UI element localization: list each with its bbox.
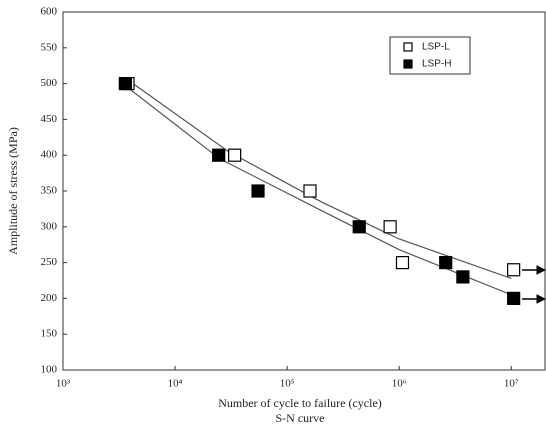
legend-marker: [403, 42, 413, 52]
caption: S-N curve: [276, 411, 325, 425]
arrow-head: [536, 294, 546, 304]
y-tick-label: 250: [41, 256, 58, 268]
y-tick-label: 300: [41, 220, 58, 232]
data-point: [439, 256, 453, 270]
x-tick-label: 10⁷: [504, 378, 519, 390]
x-tick-label: 10⁴: [168, 378, 183, 390]
y-tick-label: 150: [41, 328, 58, 340]
y-tick-label: 450: [41, 113, 58, 125]
data-point: [118, 76, 132, 91]
data-point: [456, 270, 470, 284]
trend-line: [124, 85, 512, 296]
data-point: [383, 220, 397, 234]
data-point: [303, 184, 317, 198]
y-tick-label: 400: [41, 149, 58, 161]
y-tick-label: 500: [41, 77, 58, 89]
data-point: [228, 148, 242, 162]
data-point: [352, 220, 366, 234]
y-tick-label: 200: [41, 292, 58, 304]
data-point: [507, 263, 521, 277]
trend-line: [127, 79, 512, 279]
y-axis-label: Amplitude of stress (MPa): [6, 127, 20, 255]
legend-label: LSP-L: [422, 42, 450, 53]
data-point: [212, 148, 226, 162]
arrow-head: [536, 265, 546, 275]
data-point: [507, 291, 521, 305]
run-out-arrows: [522, 265, 546, 304]
y-tick-label: 100: [41, 364, 58, 376]
y-tick-label: 350: [41, 185, 58, 197]
x-tick-label: 10⁶: [392, 378, 407, 390]
x-axis-label: Number of cycle to failure (cycle): [218, 396, 382, 410]
x-tick-label: 10³: [56, 378, 71, 390]
data-point: [395, 256, 410, 270]
legend-box: [389, 36, 471, 75]
y-tick-label: 600: [41, 6, 58, 18]
data-point: [251, 184, 265, 198]
legend-label: LSP-H: [422, 59, 451, 70]
x-tick-label: 10⁵: [280, 378, 295, 390]
y-tick-label: 550: [41, 41, 58, 53]
legend-marker: [403, 59, 413, 69]
